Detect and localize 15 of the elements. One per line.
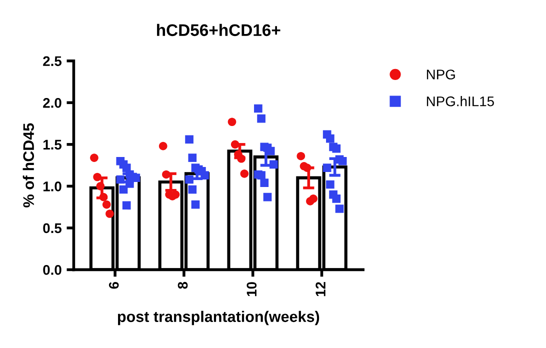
y-tick-label: 1.0 — [43, 182, 62, 192]
x-tick-label: 12 — [316, 282, 326, 296]
y-tick-label: 2.0 — [43, 98, 62, 108]
x-tick-label: 10 — [246, 282, 257, 296]
x-tick-label: 6 — [108, 282, 119, 289]
y-tick-label: 2.5 — [43, 56, 62, 66]
y-tick-label: 1.5 — [43, 140, 62, 150]
legend-label: NPG — [426, 70, 455, 80]
y-axis-title: % of hCD45 — [22, 123, 34, 208]
y-tick-label: 0.0 — [43, 265, 62, 275]
y-tick-label: 0.5 — [43, 223, 62, 234]
x-axis-title: post transplantation(weeks) — [118, 310, 320, 326]
chart-title: hCD56+hCD16+ — [157, 24, 280, 36]
legend-label: NPG.hIL15 — [426, 96, 494, 106]
x-tick-label: 8 — [178, 282, 188, 289]
